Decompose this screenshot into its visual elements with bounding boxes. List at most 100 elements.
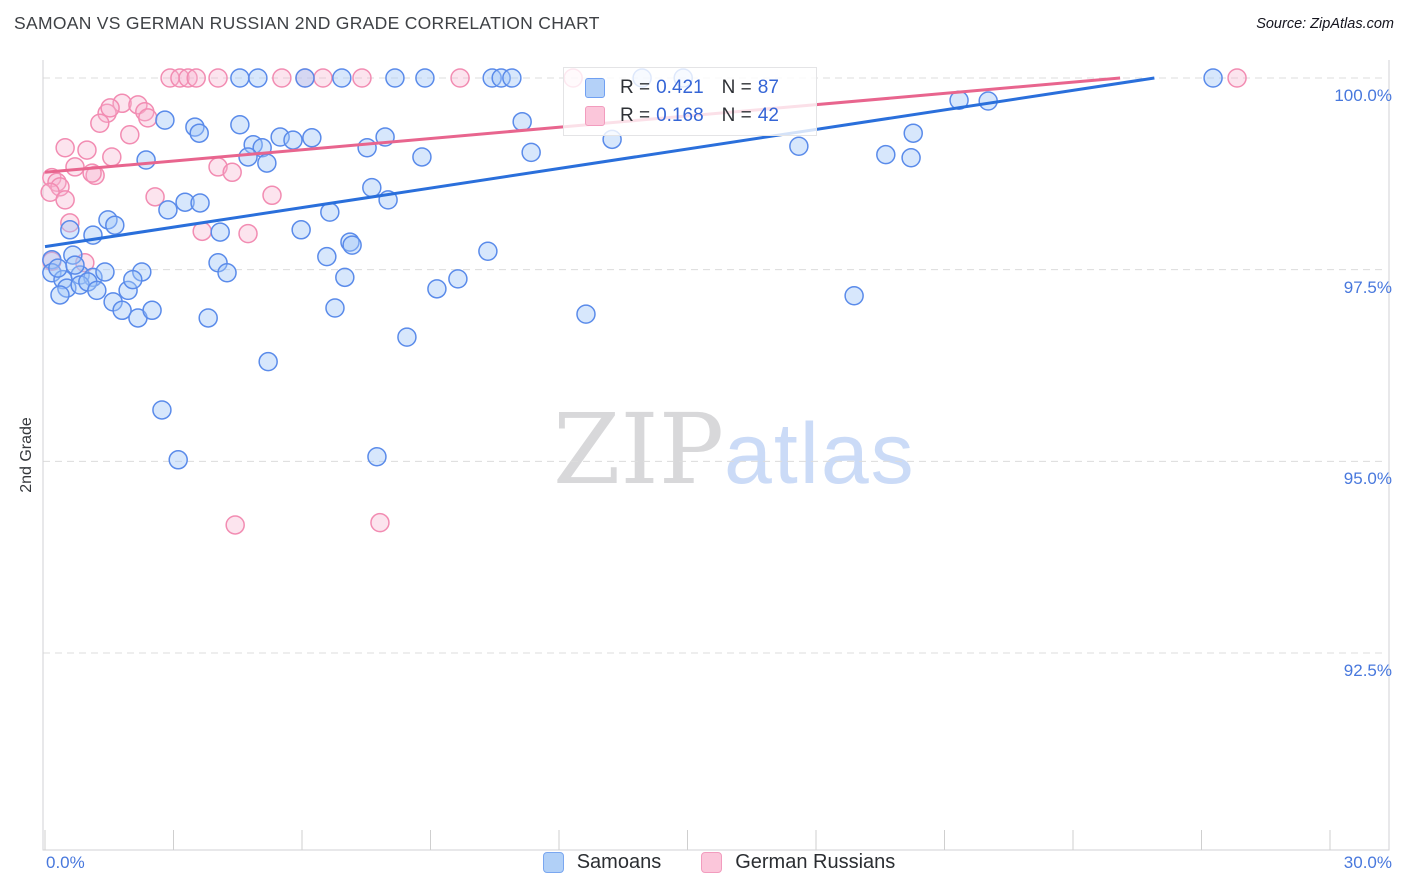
data-point-german-russians[interactable] [138, 108, 158, 128]
data-point-samoans[interactable] [320, 202, 340, 222]
data-point-german-russians[interactable] [208, 68, 228, 88]
data-point-samoans[interactable] [155, 110, 175, 130]
data-point-samoans[interactable] [412, 147, 432, 167]
data-point-samoans[interactable] [397, 327, 417, 347]
data-point-german-russians[interactable] [178, 68, 198, 88]
data-point-german-russians[interactable] [272, 68, 292, 88]
data-point-samoans[interactable] [903, 123, 923, 143]
data-point-samoans[interactable] [332, 68, 352, 88]
data-point-samoans[interactable] [876, 144, 896, 165]
data-point-german-russians[interactable] [1227, 68, 1247, 88]
data-point-german-russians[interactable] [102, 147, 122, 167]
data-point-samoans[interactable] [142, 300, 162, 321]
legend-row-samoans: R = 0.421 N = 87 [564, 75, 816, 101]
data-point-german-russians[interactable] [222, 162, 242, 183]
data-point-samoans[interactable] [295, 68, 315, 88]
data-point-samoans[interactable] [335, 267, 355, 288]
data-point-german-russians[interactable] [370, 512, 390, 533]
legend-label-german-russians: German Russians [735, 851, 896, 873]
data-point-samoans[interactable] [158, 200, 178, 220]
data-point-samoans[interactable] [342, 235, 362, 255]
data-point-samoans[interactable] [136, 150, 156, 170]
data-point-samoans[interactable] [502, 68, 522, 88]
data-point-german-russians[interactable] [112, 93, 132, 114]
data-point-samoans[interactable] [152, 400, 172, 420]
data-point-samoans[interactable] [317, 246, 337, 267]
data-point-samoans[interactable] [198, 308, 218, 328]
data-point-german-russians[interactable] [225, 515, 245, 535]
r-value: 0.168 [656, 105, 704, 126]
data-point-samoans[interactable] [123, 269, 143, 290]
data-point-samoans[interactable] [448, 269, 468, 289]
data-point-samoans[interactable] [175, 192, 195, 212]
data-point-samoans[interactable] [427, 279, 447, 299]
y-axis-tick-label: 100.0% [1334, 86, 1392, 105]
data-point-german-russians[interactable] [186, 68, 206, 88]
samoans-swatch [585, 78, 605, 98]
data-point-samoans[interactable] [210, 222, 230, 242]
data-point-samoans[interactable] [248, 68, 268, 88]
data-point-samoans[interactable] [385, 68, 405, 88]
data-point-german-russians[interactable] [238, 223, 258, 244]
data-point-samoans[interactable] [521, 142, 541, 163]
data-point-samoans[interactable] [302, 128, 322, 148]
data-point-samoans[interactable] [257, 153, 277, 173]
data-point-samoans[interactable] [112, 300, 132, 321]
data-point-samoans[interactable] [230, 68, 250, 88]
data-point-samoans[interactable] [844, 285, 864, 306]
plot-border [42, 60, 1390, 851]
data-point-german-russians[interactable] [313, 68, 333, 88]
data-point-german-russians[interactable] [90, 113, 110, 133]
x-axis-min-label: 0.0% [46, 853, 85, 872]
data-point-samoans[interactable] [325, 298, 345, 318]
data-point-samoans[interactable] [1203, 68, 1223, 88]
data-point-samoans[interactable] [491, 68, 511, 88]
data-point-german-russians[interactable] [120, 124, 140, 145]
data-point-samoans[interactable] [478, 241, 498, 262]
data-point-samoans[interactable] [105, 215, 125, 235]
data-point-samoans[interactable] [189, 123, 209, 143]
data-point-german-russians[interactable] [85, 165, 105, 186]
data-point-samoans[interactable] [512, 111, 532, 132]
data-point-german-russians[interactable] [450, 68, 470, 88]
data-point-samoans[interactable] [48, 258, 68, 278]
data-point-samoans[interactable] [87, 280, 107, 301]
data-point-german-russians[interactable] [77, 140, 97, 160]
data-point-samoans[interactable] [283, 130, 303, 150]
data-point-samoans[interactable] [65, 255, 85, 275]
data-point-samoans[interactable] [291, 220, 311, 240]
data-point-samoans[interactable] [340, 232, 360, 252]
data-point-german-russians[interactable] [65, 157, 85, 177]
data-point-samoans[interactable] [118, 280, 138, 301]
data-point-german-russians[interactable] [60, 213, 80, 233]
data-point-samoans[interactable] [238, 147, 258, 167]
data-point-german-russians[interactable] [145, 187, 165, 207]
data-point-samoans[interactable] [362, 177, 382, 198]
data-point-samoans[interactable] [576, 304, 596, 324]
legend-label-samoans: Samoans [576, 851, 662, 873]
data-point-german-russians[interactable] [352, 68, 372, 88]
data-point-samoans[interactable] [789, 136, 809, 156]
data-point-german-russians[interactable] [55, 190, 75, 210]
data-point-samoans[interactable] [367, 446, 387, 467]
watermark: ZIP atlas [553, 401, 916, 498]
data-point-german-russians[interactable] [97, 103, 117, 124]
data-point-german-russians[interactable] [55, 138, 75, 158]
data-point-samoans[interactable] [357, 138, 377, 158]
data-point-samoans[interactable] [168, 450, 188, 470]
data-point-samoans[interactable] [230, 115, 250, 135]
data-point-samoans[interactable] [190, 193, 210, 213]
data-point-samoans[interactable] [217, 262, 237, 283]
data-point-german-russians[interactable] [100, 98, 120, 118]
data-point-samoans[interactable] [258, 351, 278, 372]
y-axis-tick-label: 92.5% [1343, 661, 1392, 680]
data-point-samoans[interactable] [415, 68, 435, 88]
legend-item-german-russians: German Russians [701, 851, 895, 874]
data-point-german-russians[interactable] [262, 185, 282, 206]
x-axis-max-label: 30.0% [1343, 853, 1392, 872]
data-point-german-russians[interactable] [170, 68, 190, 88]
data-point-samoans[interactable] [50, 285, 70, 305]
data-point-samoans[interactable] [901, 147, 921, 168]
data-point-samoans[interactable] [95, 262, 115, 282]
data-point-samoans[interactable] [60, 220, 80, 240]
